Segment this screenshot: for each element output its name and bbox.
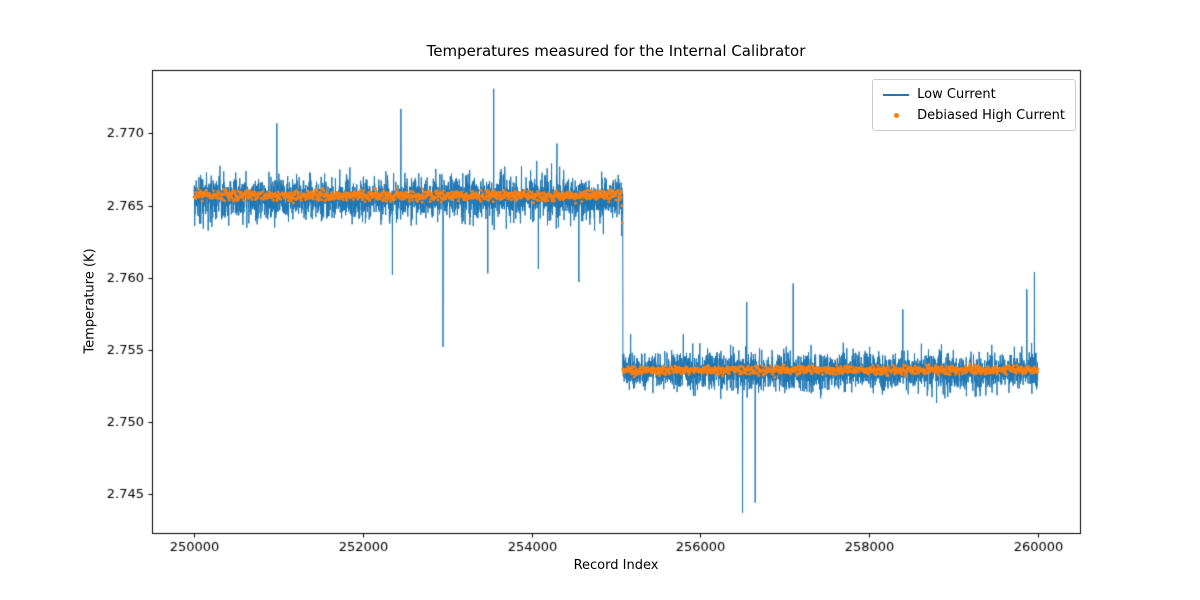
x-axis-label: Record Index: [573, 558, 659, 573]
low-current-line-sample-wrap: [883, 93, 910, 96]
legend: Low Current Debiased High Current: [872, 79, 1076, 131]
legend-label-low-current: Low Current: [917, 87, 996, 102]
legend-entry-debiased-high-current: Debiased High Current: [883, 108, 1065, 123]
chart-title: Temperatures measured for the Internal C…: [426, 42, 806, 60]
debiased-high-current-dot-sample: [893, 113, 899, 118]
debiased-high-current-dot-sample-wrap: [883, 113, 909, 118]
legend-label-debiased-high-current: Debiased High Current: [917, 108, 1065, 123]
legend-entry-low-current: Low Current: [883, 87, 1065, 102]
y-axis-label: Temperature (K): [82, 248, 98, 354]
low-current-line-sample: [883, 93, 910, 96]
